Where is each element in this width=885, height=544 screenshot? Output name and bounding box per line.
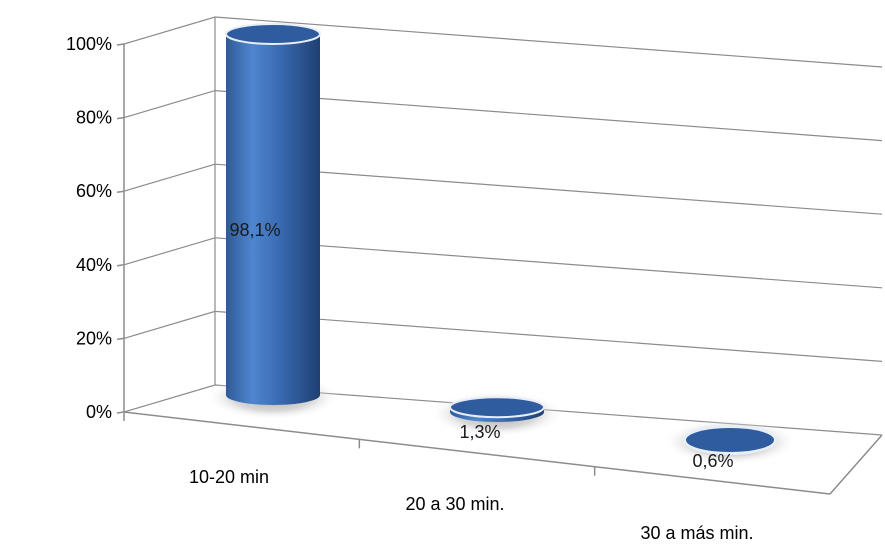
y-tick-mark (116, 337, 125, 341)
gridline (123, 384, 883, 436)
y-tick-label: 0% (86, 402, 112, 422)
y-tick-label: 80% (76, 108, 112, 128)
y-tick-label: 100% (66, 34, 112, 54)
x-tick-label: 20 a 30 min. (405, 494, 504, 514)
bar-top (225, 22, 321, 45)
axes (123, 44, 883, 495)
floor-right-edge (829, 434, 883, 495)
bar-1 (206, 22, 340, 420)
y-tick-mark (116, 43, 125, 46)
gridline (123, 163, 883, 215)
data-label: 0,6% (692, 451, 733, 471)
gridline (123, 310, 883, 362)
y-tick-mark (116, 264, 125, 267)
bar-top (449, 396, 545, 419)
x-tick-label: 10-20 min (189, 467, 269, 487)
y-tick-label: 20% (76, 328, 112, 348)
bar-top (686, 428, 774, 452)
x-axis-line (123, 411, 831, 495)
y-tick-mark (116, 116, 125, 120)
x-tick-label: 30 a más min. (640, 523, 753, 543)
gridlines (123, 16, 883, 436)
y-tick-label: 60% (76, 181, 112, 201)
y-tick-mark (116, 411, 125, 414)
x-axis-ticks: 10-20 min 20 a 30 min. 30 a más min. (123, 412, 754, 543)
gridline (123, 237, 883, 289)
y-axis-ticks: 0% 20% 40% 60% 80% 100% (66, 34, 125, 422)
y-tick-mark (116, 190, 125, 193)
bar-3 (663, 419, 797, 465)
data-label: 1,3% (459, 422, 500, 442)
bar-body (226, 33, 320, 405)
data-labels: 98,1% 1,3% 0,6% (229, 220, 733, 471)
gridline (123, 89, 883, 142)
bar-2 (430, 391, 564, 437)
data-label: 98,1% (229, 220, 280, 240)
gridline (123, 16, 883, 68)
bars (206, 22, 797, 465)
y-tick-label: 40% (76, 255, 112, 275)
